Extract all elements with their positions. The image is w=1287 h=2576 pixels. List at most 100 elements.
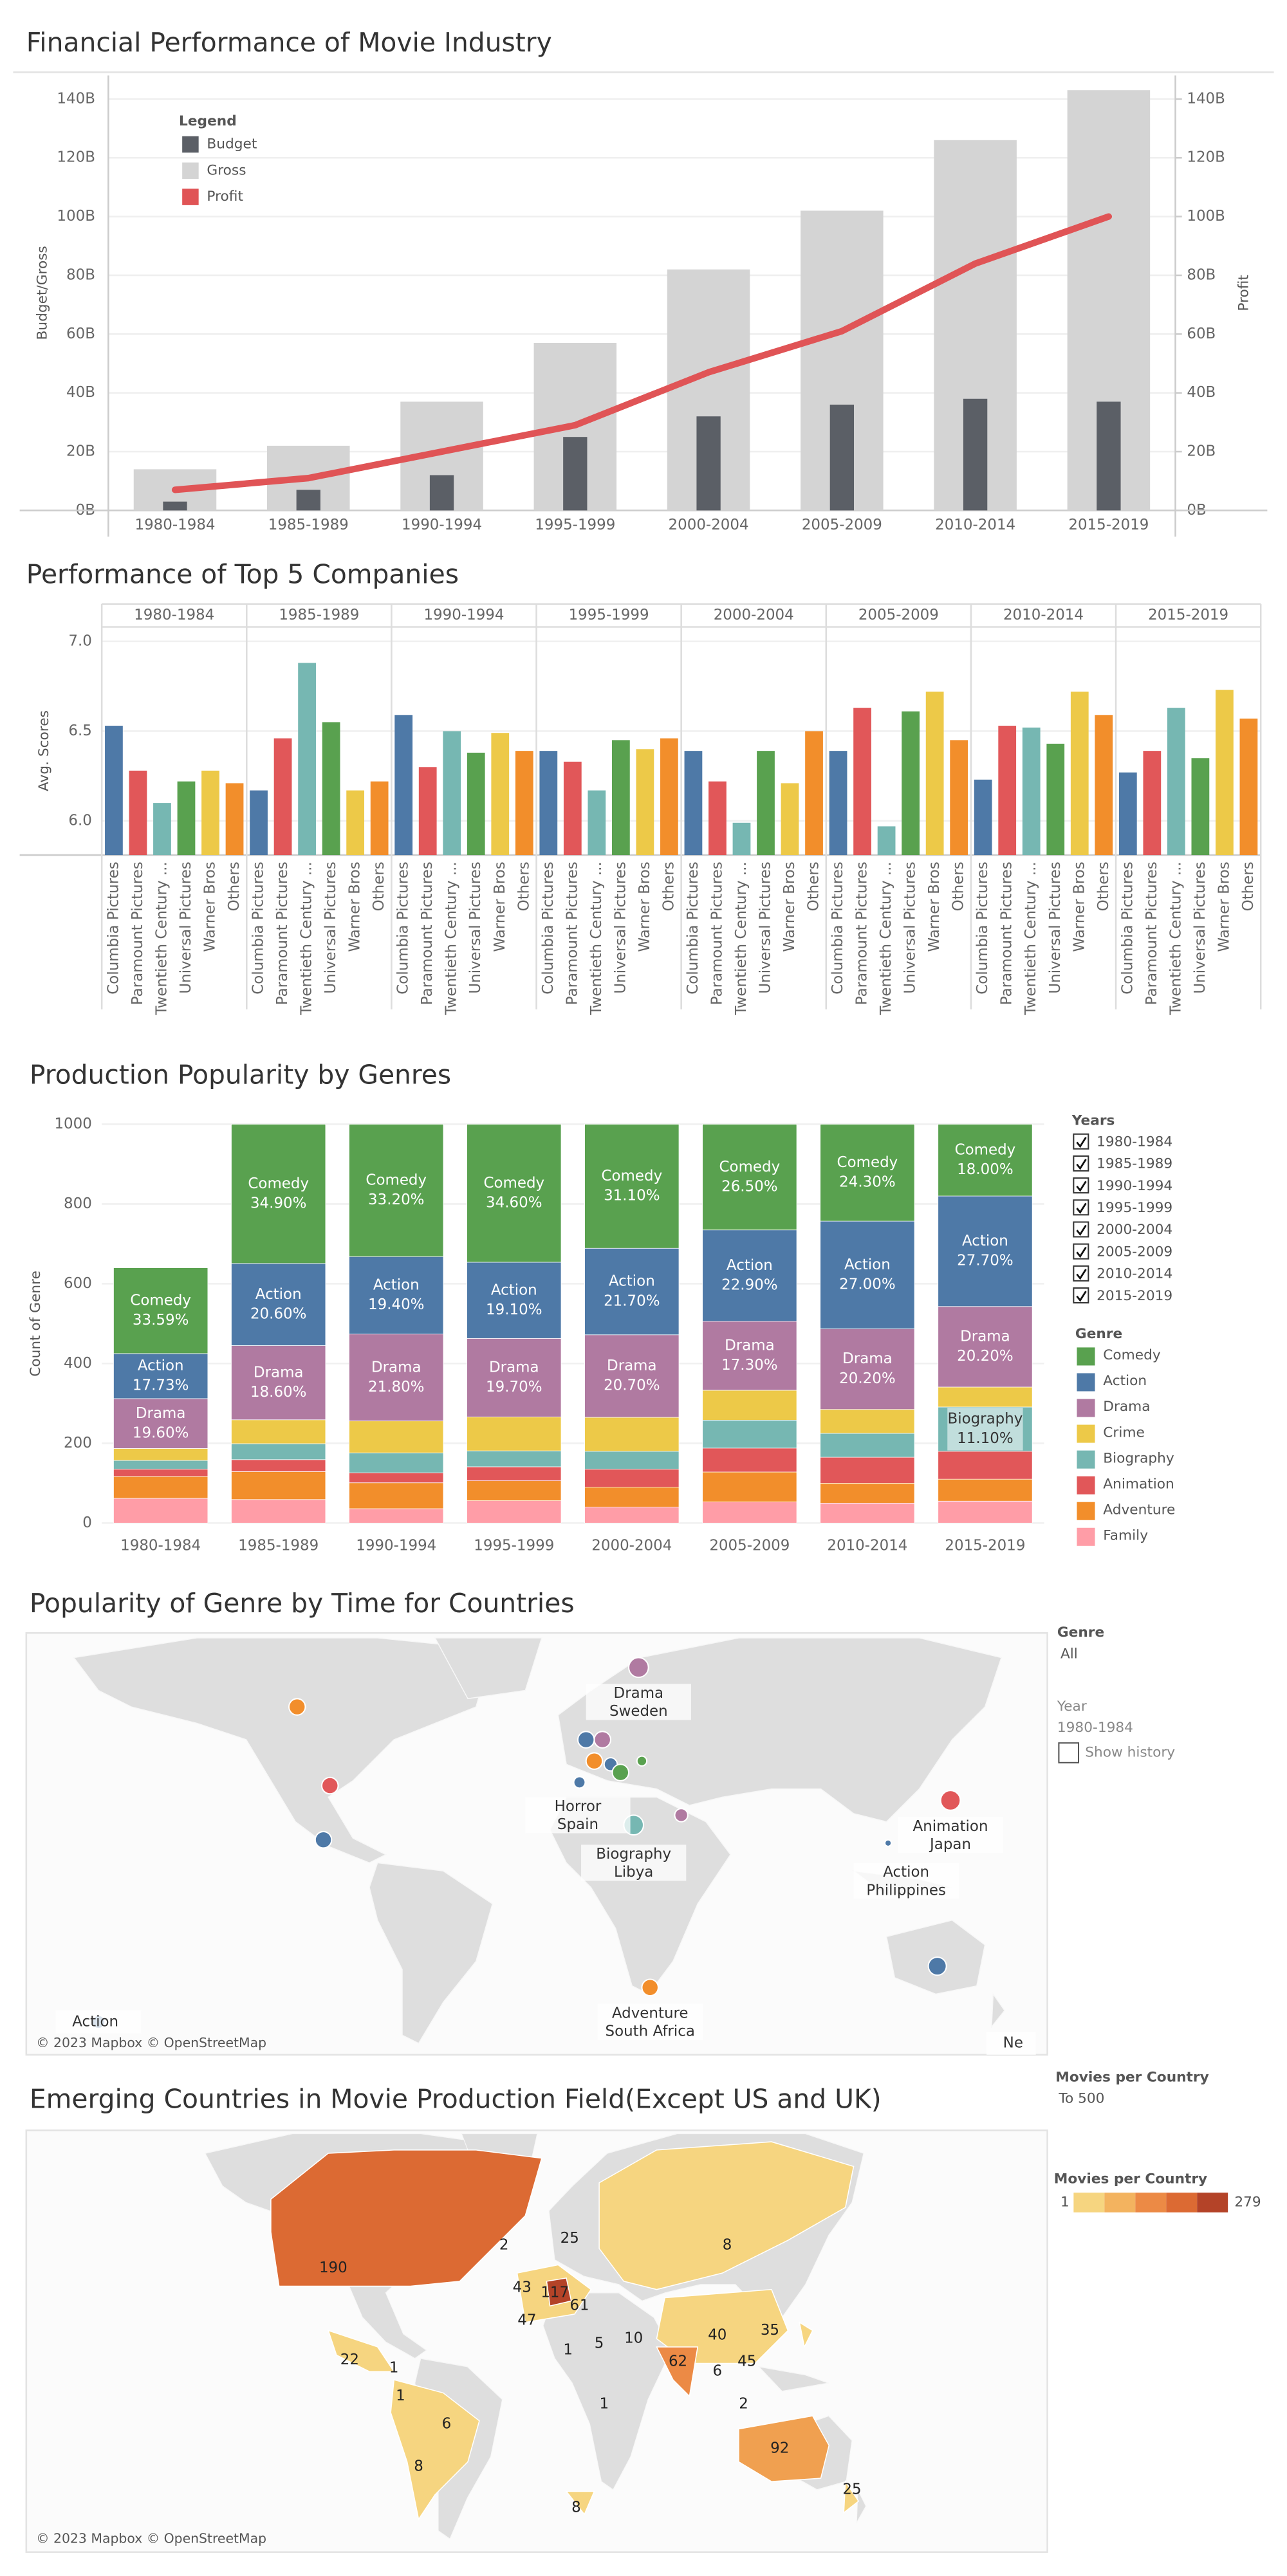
annotation-country: South Africa — [606, 2023, 695, 2040]
x-tick-label: Twentieth Century ... — [1023, 861, 1039, 1015]
bar-segment — [467, 1338, 562, 1417]
legend-swatch — [1077, 1476, 1095, 1495]
x-tick-label: Paramount Pictures — [854, 861, 871, 1005]
checkmark — [1076, 1224, 1087, 1237]
segment-name: Action — [138, 1357, 184, 1374]
x-tick-label: 1980-1984 — [120, 1538, 201, 1554]
x-tick-label: Others — [950, 861, 967, 911]
bar-segment — [584, 1487, 680, 1507]
checkmark — [1076, 1247, 1087, 1258]
x-tick-label: 2005-2009 — [709, 1538, 790, 1554]
bar-segment — [467, 1466, 562, 1482]
annotation-box — [597, 2003, 703, 2040]
bar-segment — [467, 1124, 562, 1263]
bar — [467, 752, 485, 856]
country-label: 8 — [571, 2499, 581, 2516]
country-label: 25 — [560, 2230, 579, 2247]
segment-name: Action — [609, 1273, 655, 1290]
legend-swatch — [1077, 1347, 1095, 1366]
legend-label: Profit — [207, 189, 243, 205]
annotation-box — [586, 1684, 691, 1720]
legend-swatch — [1077, 1502, 1095, 1520]
x-tick-label: Warner Bros — [202, 861, 219, 952]
y2-tick-label: 40B — [1187, 384, 1216, 401]
bar — [298, 663, 316, 856]
chart-title: Emerging Countries in Movie Production F… — [30, 2083, 882, 2114]
x-tick-label: 1995-1999 — [535, 517, 615, 533]
x-tick-label: Columbia Pictures — [974, 861, 991, 994]
legend-swatch — [1077, 1527, 1095, 1546]
segment-name: Comedy — [366, 1172, 427, 1189]
bar — [250, 790, 268, 856]
segment-percent: 33.20% — [368, 1191, 424, 1208]
legend-label: Animation — [1103, 1476, 1174, 1492]
bar-segment — [584, 1417, 680, 1452]
y-tick-label: 1000 — [54, 1116, 91, 1132]
filter-item: 1980-1984 — [1097, 1134, 1172, 1150]
legend-swatch — [1077, 1450, 1095, 1469]
y-tick-label: 400 — [64, 1355, 92, 1372]
annotation-box — [525, 1797, 631, 1834]
y-tick-label: 0 — [82, 1514, 92, 1531]
country-label: 2 — [739, 2396, 748, 2413]
filter-title: Genre — [1057, 1624, 1104, 1641]
bar-segment — [584, 1124, 680, 1249]
bar — [974, 779, 992, 856]
bar-segment — [938, 1478, 1033, 1502]
annotation-box — [986, 2032, 1036, 2055]
legend-swatch — [1197, 2193, 1228, 2213]
x-tick-label: Universal Pictures — [178, 861, 194, 993]
segment-name: Comedy — [719, 1159, 781, 1175]
filter-item: 2010-2014 — [1097, 1266, 1172, 1282]
annotation-genre: Horror — [555, 1798, 602, 1815]
x-tick-label: Paramount Pictures — [708, 861, 725, 1005]
bar — [1216, 690, 1234, 856]
y-axis-title: Avg. Scores — [36, 710, 52, 791]
y-tick-label: 120B — [57, 149, 95, 166]
bar — [963, 398, 988, 511]
x-tick-label: Warner Bros — [347, 861, 364, 952]
legend-swatch — [1077, 1424, 1095, 1443]
x-tick-label: Warner Bros — [781, 861, 798, 952]
facet-label: 2005-2009 — [858, 607, 939, 623]
checkmark — [1076, 1291, 1087, 1302]
bar — [1097, 401, 1121, 511]
x-tick-label: 2010-2014 — [935, 517, 1015, 533]
country-label: 45 — [737, 2353, 756, 2369]
x-tick-label: 2000-2004 — [591, 1538, 672, 1554]
bar-segment — [584, 1334, 680, 1418]
x-tick-label: Twentieth Century ... — [588, 861, 605, 1015]
bar-segment — [467, 1480, 562, 1502]
segment-name: Action — [373, 1277, 420, 1294]
bar — [732, 822, 751, 856]
filter-item: 2000-2004 — [1097, 1222, 1172, 1238]
bar-segment — [702, 1448, 797, 1473]
bar-segment — [938, 1195, 1033, 1307]
bar-segment — [231, 1124, 326, 1264]
legend-swatch — [1166, 2193, 1198, 2213]
legend-title: Legend — [179, 113, 237, 129]
country-label: 1 — [580, 2297, 589, 2314]
y2-axis-title: Profit — [1236, 275, 1252, 311]
annotation-country: Sweden — [609, 1703, 668, 1720]
x-tick-label: Paramount Pictures — [274, 861, 291, 1005]
checkbox[interactable] — [1058, 1742, 1080, 1763]
filter-item: 1990-1994 — [1097, 1178, 1172, 1194]
segment-percent: 33.59% — [133, 1312, 189, 1329]
legend-swatch — [182, 162, 199, 179]
segment-name: Comedy — [483, 1175, 544, 1191]
x-tick-label: Twentieth Century ... — [1167, 861, 1184, 1015]
bar — [877, 826, 896, 856]
legend-label: Gross — [207, 162, 246, 178]
y-tick-label: 140B — [57, 90, 95, 107]
segment-percent: 19.70% — [486, 1379, 542, 1395]
bar-segment — [820, 1329, 915, 1410]
segment-percent: 27.70% — [957, 1253, 1013, 1269]
x-tick-label: 2015-2019 — [945, 1538, 1025, 1554]
bar — [273, 738, 292, 856]
segment-percent: 17.30% — [721, 1357, 777, 1374]
facet-label: 2000-2004 — [714, 607, 794, 623]
segment-name: Drama — [607, 1357, 657, 1374]
